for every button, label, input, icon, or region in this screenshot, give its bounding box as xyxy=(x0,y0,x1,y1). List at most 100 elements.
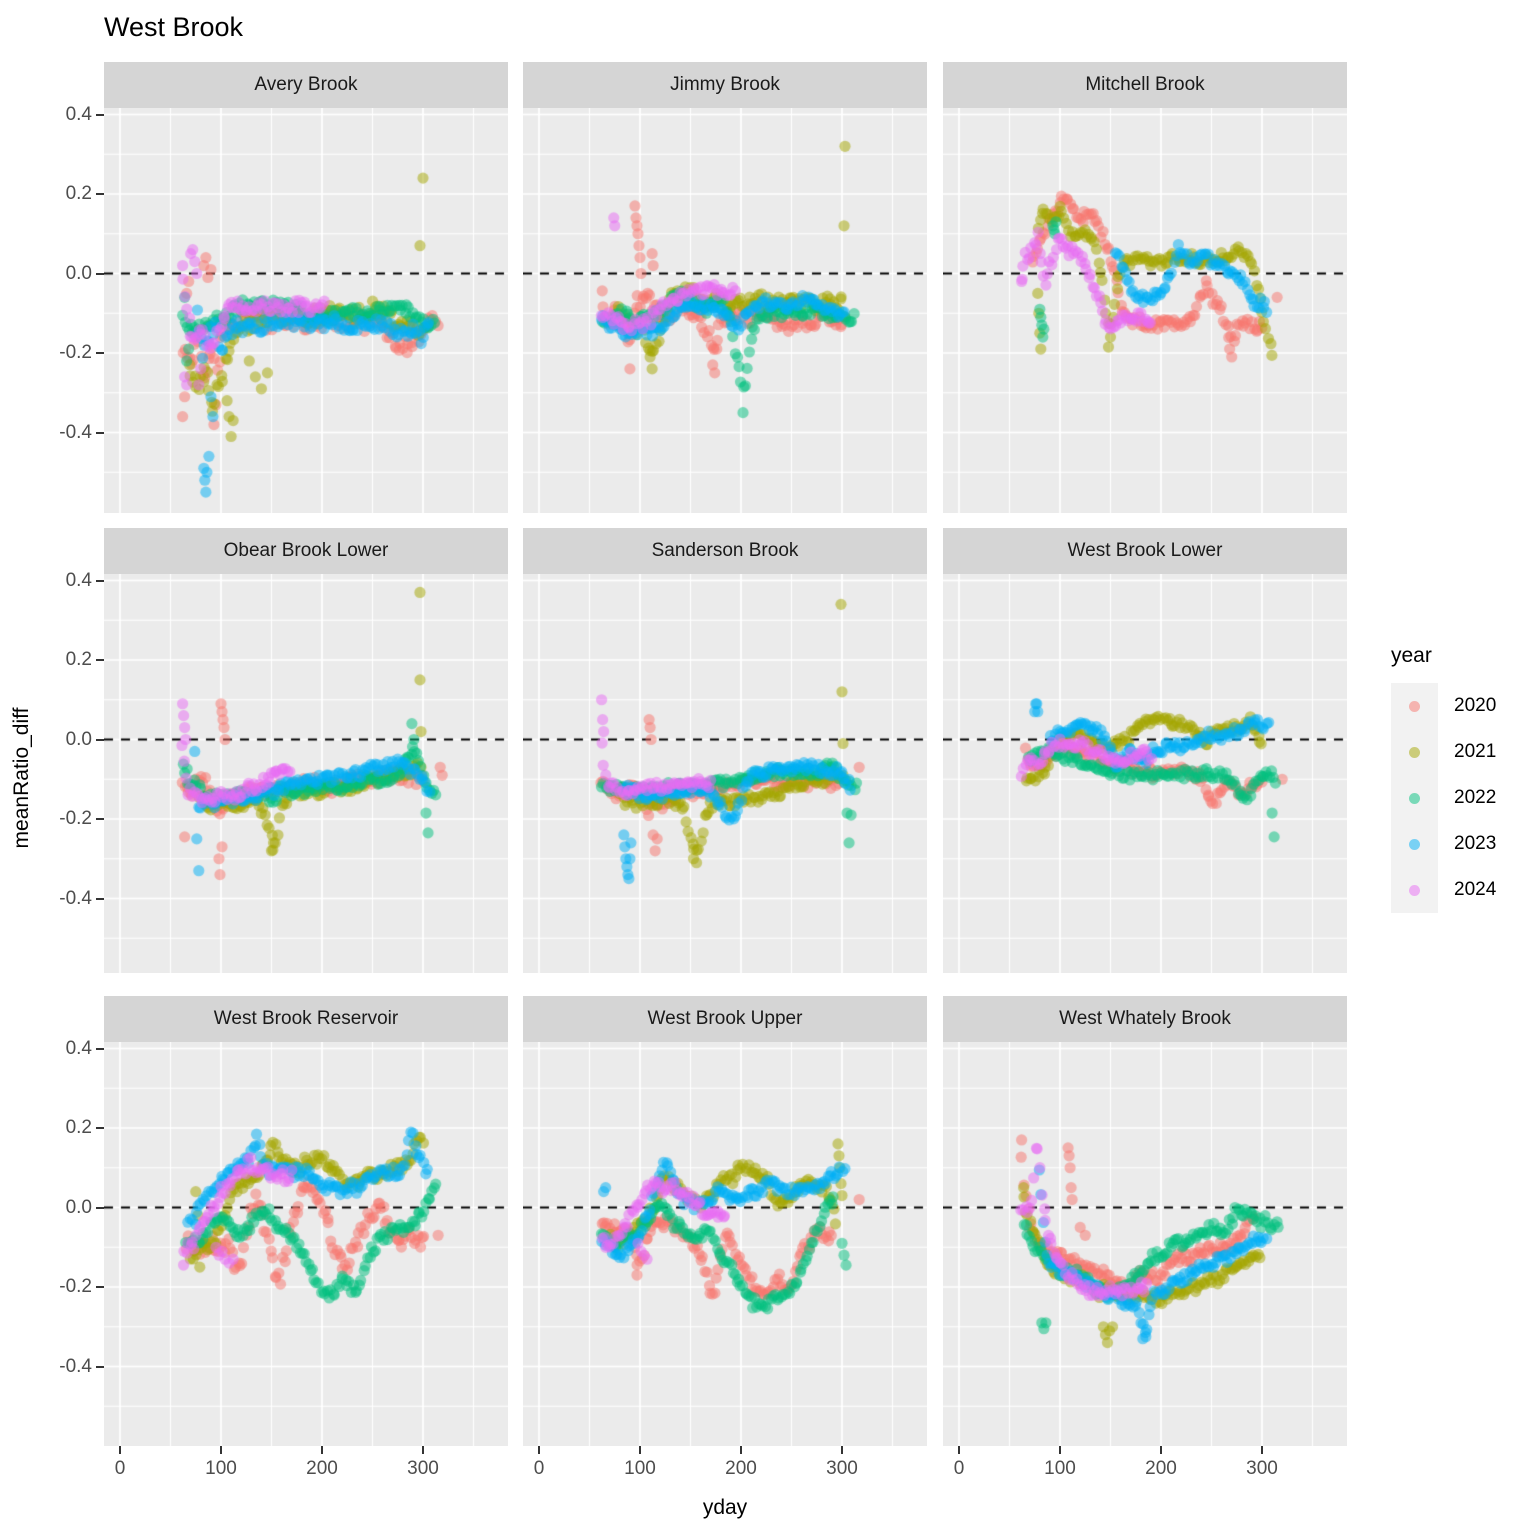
facet-strip: West Whately Brook xyxy=(943,996,1347,1042)
panel-canvas-mitchell-brook xyxy=(943,108,1347,513)
x-tick-mark xyxy=(1059,1446,1061,1454)
y-tick-label: -0.2 xyxy=(59,342,92,363)
y-tick-mark xyxy=(96,193,104,195)
x-tick-label: 0 xyxy=(953,1458,965,1479)
legend-label-2024: 2024 xyxy=(1454,879,1497,900)
panel-canvas-sanderson-brook xyxy=(523,574,927,973)
facet-strip-label: Mitchell Brook xyxy=(1085,74,1205,95)
facet-strip: Mitchell Brook xyxy=(943,62,1347,108)
legend-point-icon xyxy=(1409,700,1420,712)
y-tick-mark xyxy=(96,738,104,741)
facet-strip-label: Sanderson Brook xyxy=(651,540,799,561)
x-tick-mark xyxy=(841,1446,843,1454)
facet-strip-label: Avery Brook xyxy=(254,74,358,95)
legend-title: year xyxy=(1391,644,1432,667)
legend-key-2024 xyxy=(1391,867,1438,913)
y-tick-label: 0.4 xyxy=(65,103,92,125)
x-tick-mark xyxy=(321,1446,323,1454)
legend-key-2023 xyxy=(1391,821,1438,867)
y-tick-label: -0.4 xyxy=(59,1355,92,1377)
x-tick-mark xyxy=(1160,1446,1162,1454)
legend-label-2021: 2021 xyxy=(1454,741,1497,762)
facet-strip-label: West Brook Upper xyxy=(647,1008,803,1029)
x-tick-mark xyxy=(639,1446,641,1454)
y-tick-mark xyxy=(96,897,104,900)
facet-strip: Avery Brook xyxy=(104,62,508,108)
panel-canvas-west-brook-upper xyxy=(523,1042,927,1446)
legend-key-2021 xyxy=(1391,729,1438,775)
y-tick-mark xyxy=(96,1206,104,1209)
y-tick-mark xyxy=(96,659,104,661)
y-tick-label: 0.0 xyxy=(65,1196,92,1218)
legend-label-2023: 2023 xyxy=(1454,833,1497,854)
y-tick-mark xyxy=(96,352,104,354)
y-tick-mark xyxy=(96,1365,104,1368)
facet-strip: Sanderson Brook xyxy=(523,528,927,574)
y-tick-label: -0.2 xyxy=(59,1276,92,1297)
facet-strip-label: West Brook Lower xyxy=(1067,540,1223,561)
y-tick-label: -0.4 xyxy=(59,421,92,443)
legend-key-2022 xyxy=(1391,775,1438,821)
y-tick-label: -0.2 xyxy=(59,808,92,829)
x-tick-mark xyxy=(1261,1446,1263,1454)
x-tick-mark xyxy=(119,1446,121,1454)
x-tick-mark xyxy=(958,1446,960,1454)
x-tick-mark xyxy=(538,1446,540,1454)
panel-canvas-avery-brook xyxy=(104,108,508,513)
facet-strip: West Brook Upper xyxy=(523,996,927,1042)
facet-strip-label: West Brook Reservoir xyxy=(213,1008,399,1029)
y-tick-mark xyxy=(96,579,104,582)
y-tick-mark xyxy=(96,113,104,116)
y-tick-label: -0.4 xyxy=(59,887,92,909)
chart-title: West Brook xyxy=(104,12,244,42)
x-tick-label: 100 xyxy=(1044,1458,1076,1479)
y-tick-label: 0.0 xyxy=(65,262,92,284)
facet-strip-label: West Whately Brook xyxy=(1059,1008,1231,1029)
x-tick-label: 300 xyxy=(407,1458,439,1479)
x-tick-label: 0 xyxy=(114,1458,126,1479)
y-tick-label: 0.4 xyxy=(65,1037,92,1059)
x-tick-label: 0 xyxy=(533,1458,545,1479)
y-tick-mark xyxy=(96,818,104,820)
facet-strip: Obear Brook Lower xyxy=(104,528,508,574)
legend-point-icon xyxy=(1409,792,1420,804)
legend-point-icon xyxy=(1409,884,1420,896)
facet-strip: West Brook Lower xyxy=(943,528,1347,574)
x-tick-label: 200 xyxy=(725,1458,757,1479)
facet-strip: Jimmy Brook xyxy=(523,62,927,108)
x-tick-label: 300 xyxy=(826,1458,858,1479)
facet-strip: West Brook Reservoir xyxy=(104,996,508,1042)
y-tick-label: 0.2 xyxy=(65,649,92,670)
y-tick-mark xyxy=(96,1047,104,1050)
legend-label-2022: 2022 xyxy=(1454,787,1497,808)
legend-key-2020 xyxy=(1391,683,1438,729)
legend-point-icon xyxy=(1409,746,1420,758)
y-axis-title: meanRatio_diff xyxy=(10,707,33,849)
x-tick-label: 200 xyxy=(1145,1458,1177,1479)
facet-strip-label: Jimmy Brook xyxy=(670,74,780,95)
x-tick-label: 300 xyxy=(1246,1458,1278,1479)
y-tick-label: 0.0 xyxy=(65,728,92,750)
panel-canvas-west-brook-lower xyxy=(943,574,1347,973)
x-tick-label: 200 xyxy=(306,1458,338,1479)
x-tick-label: 100 xyxy=(624,1458,656,1479)
panel-canvas-west-whately-brook xyxy=(943,1042,1347,1446)
y-tick-label: 0.2 xyxy=(65,183,92,204)
legend-point-icon xyxy=(1409,838,1420,850)
x-tick-mark xyxy=(740,1446,742,1454)
x-axis-title: yday xyxy=(702,1496,748,1519)
y-tick-mark xyxy=(96,431,104,434)
x-tick-label: 100 xyxy=(205,1458,237,1479)
y-tick-mark xyxy=(96,1286,104,1288)
legend-label-2020: 2020 xyxy=(1454,695,1497,716)
y-tick-mark xyxy=(96,272,104,275)
facet-strip-label: Obear Brook Lower xyxy=(223,540,389,561)
x-tick-mark xyxy=(422,1446,424,1454)
y-tick-mark xyxy=(96,1127,104,1129)
panel-canvas-jimmy-brook xyxy=(523,108,927,513)
x-tick-mark xyxy=(220,1446,222,1454)
panel-canvas-west-brook-reservoir xyxy=(104,1042,508,1446)
y-tick-label: 0.2 xyxy=(65,1117,92,1138)
panel-canvas-obear-brook-lower xyxy=(104,574,508,973)
